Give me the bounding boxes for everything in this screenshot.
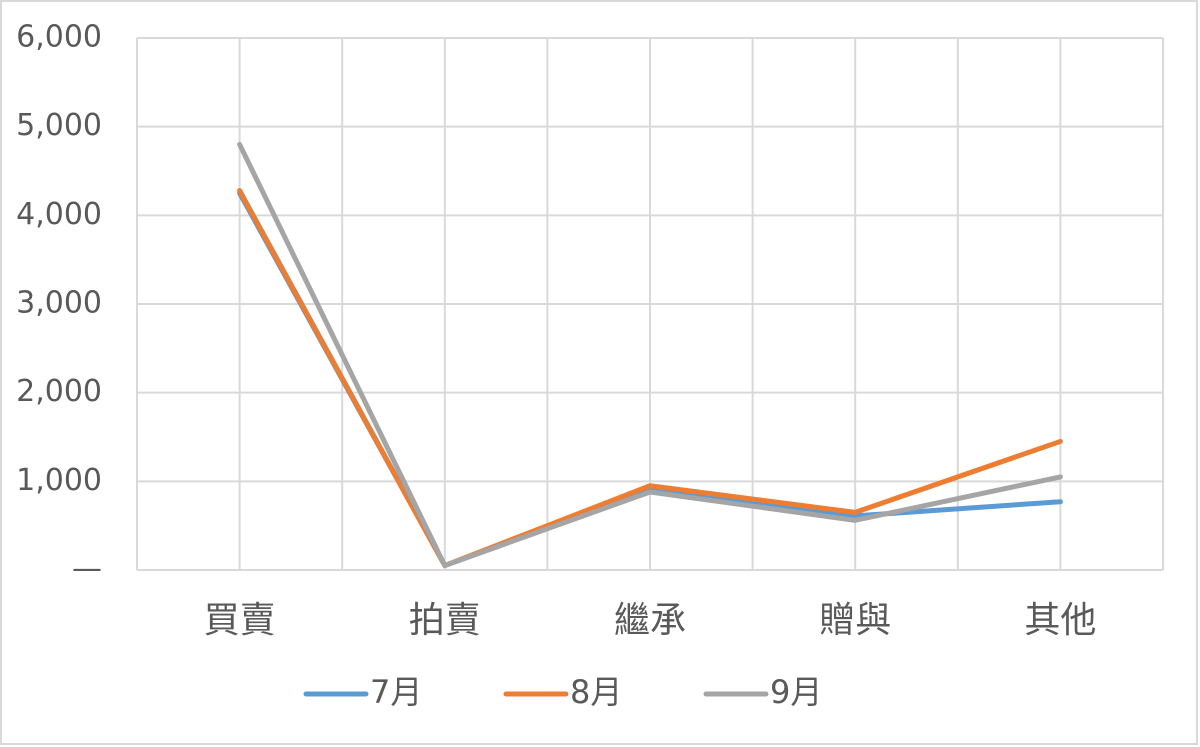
y-tick-label: — bbox=[72, 552, 102, 587]
series-line bbox=[237, 141, 1063, 569]
y-tick-label: 4,000 bbox=[16, 197, 102, 232]
x-tick-label: 繼承 bbox=[614, 600, 686, 641]
x-tick-label: 拍賣 bbox=[409, 600, 481, 641]
series-line bbox=[237, 188, 1063, 569]
legend-label: 9月 bbox=[770, 673, 822, 711]
x-tick-label: 贈與 bbox=[819, 600, 891, 641]
legend-label: 7月 bbox=[370, 673, 422, 711]
y-tick-label: 1,000 bbox=[16, 463, 102, 498]
x-tick-label: 買賣 bbox=[204, 600, 276, 641]
y-tick-label: 6,000 bbox=[16, 20, 102, 55]
y-tick-label: 5,000 bbox=[16, 108, 102, 143]
y-tick-label: 2,000 bbox=[16, 374, 102, 409]
y-tick-label: 3,000 bbox=[16, 286, 102, 321]
legend-label: 8月 bbox=[570, 673, 622, 711]
x-tick-label: 其他 bbox=[1024, 600, 1096, 641]
